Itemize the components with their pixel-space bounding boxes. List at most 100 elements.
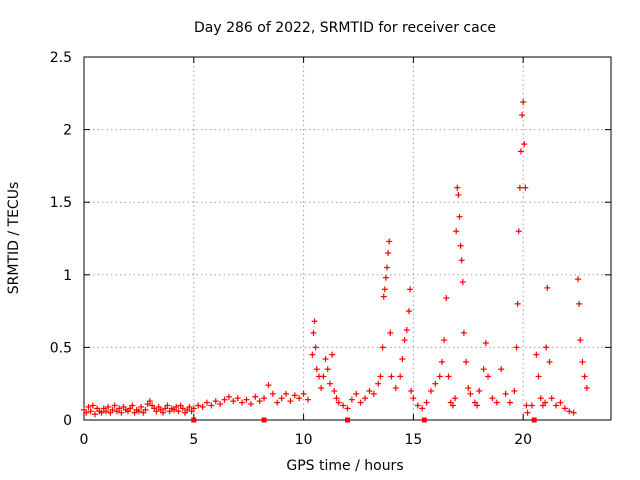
data-point <box>465 385 472 392</box>
data-point <box>320 373 327 380</box>
data-point <box>331 387 338 394</box>
data-point <box>243 396 250 403</box>
data-point <box>457 242 464 249</box>
data-point <box>265 382 272 389</box>
data-point <box>234 395 241 402</box>
data-point <box>353 390 360 397</box>
data-point <box>333 395 340 402</box>
data-point <box>283 390 290 397</box>
data-point <box>153 408 160 415</box>
data-point <box>524 409 531 416</box>
data-point <box>399 356 406 363</box>
data-point <box>146 398 153 405</box>
data-point <box>116 405 123 412</box>
y-tick-label: 1.5 <box>50 195 72 211</box>
data-point <box>513 344 520 351</box>
data-point <box>581 373 588 380</box>
axis-marker <box>531 417 537 423</box>
data-point <box>579 358 586 365</box>
data-point <box>515 228 522 235</box>
data-point <box>401 337 408 344</box>
data-point <box>423 399 430 406</box>
data-point <box>195 402 202 409</box>
data-point <box>175 408 182 415</box>
data-point <box>575 276 582 283</box>
data-point <box>380 293 387 300</box>
data-point <box>454 184 461 191</box>
data-point <box>322 356 329 363</box>
data-point <box>521 141 528 148</box>
data-point <box>517 148 524 155</box>
data-point <box>269 390 276 397</box>
data-point <box>135 408 142 415</box>
data-point <box>357 399 364 406</box>
data-point <box>410 395 417 402</box>
x-tick-label: 10 <box>295 432 313 448</box>
data-point <box>385 250 392 257</box>
data-point <box>438 358 445 365</box>
data-point <box>553 402 560 409</box>
data-point <box>379 344 386 351</box>
data-point <box>348 396 355 403</box>
data-point <box>498 366 505 373</box>
data-point <box>443 295 450 302</box>
data-point <box>310 329 317 336</box>
data-point <box>83 409 90 416</box>
data-point <box>377 373 384 380</box>
data-point <box>304 396 311 403</box>
data-point <box>561 405 568 412</box>
data-point <box>557 399 564 406</box>
data-point <box>453 228 460 235</box>
data-point <box>542 399 549 406</box>
data-point <box>403 326 410 333</box>
data-point <box>300 390 307 397</box>
data-point <box>138 403 145 410</box>
data-point <box>291 392 298 399</box>
data-point <box>544 284 551 291</box>
data-point <box>522 184 529 191</box>
data-point <box>296 395 303 402</box>
data-point <box>313 366 320 373</box>
data-point <box>419 405 426 412</box>
y-tick-label: 1 <box>63 268 72 284</box>
data-point <box>160 409 167 416</box>
y-tick-label: 0 <box>63 413 72 429</box>
data-point <box>230 398 237 405</box>
data-point <box>173 403 180 410</box>
data-point <box>452 395 459 402</box>
data-point <box>164 402 171 409</box>
data-point <box>511 387 518 394</box>
data-point <box>208 402 215 409</box>
data-point <box>87 408 94 415</box>
data-point <box>362 395 369 402</box>
data-point <box>463 358 470 365</box>
data-point <box>312 344 319 351</box>
axis-marker <box>345 417 350 423</box>
data-point <box>583 385 590 392</box>
data-point <box>480 366 487 373</box>
data-point <box>548 395 555 402</box>
data-points <box>81 99 590 423</box>
data-point <box>129 402 136 409</box>
data-point <box>384 264 391 271</box>
data-point <box>459 279 466 286</box>
data-point <box>455 191 462 198</box>
data-point <box>493 399 500 406</box>
data-point <box>221 396 228 403</box>
x-axis-label: GPS time / hours <box>286 458 403 474</box>
data-point <box>566 408 573 415</box>
data-point <box>533 351 540 358</box>
data-point <box>543 344 550 351</box>
data-point <box>432 380 439 387</box>
data-point <box>523 402 530 409</box>
data-point <box>458 257 465 264</box>
data-point <box>489 395 496 402</box>
data-point <box>516 184 523 191</box>
data-point <box>326 380 333 387</box>
data-point <box>445 373 452 380</box>
data-point <box>190 405 197 412</box>
data-point <box>98 409 105 416</box>
data-point <box>576 300 583 307</box>
data-point <box>577 337 584 344</box>
axis-marker <box>191 417 197 423</box>
